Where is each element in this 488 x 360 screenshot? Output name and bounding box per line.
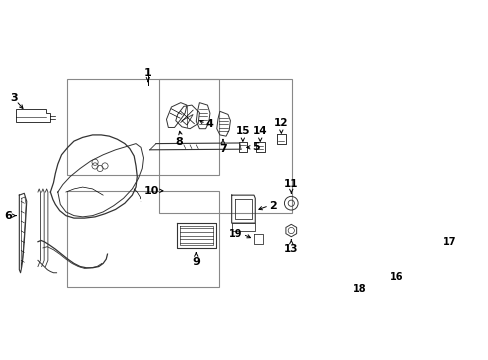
Text: 7: 7 xyxy=(219,144,226,154)
Text: 3: 3 xyxy=(11,93,18,103)
Text: 11: 11 xyxy=(284,179,298,189)
Text: 6: 6 xyxy=(4,211,12,221)
Bar xyxy=(67,191,219,287)
Text: 15: 15 xyxy=(235,126,249,136)
Text: 4: 4 xyxy=(205,119,213,129)
Text: 12: 12 xyxy=(274,118,288,128)
Text: 8: 8 xyxy=(175,138,183,147)
Bar xyxy=(67,79,219,175)
Text: 16: 16 xyxy=(389,271,403,282)
Text: 5: 5 xyxy=(252,142,259,152)
Text: 2: 2 xyxy=(268,201,276,211)
Bar xyxy=(158,79,291,213)
Text: 18: 18 xyxy=(352,284,366,294)
Text: 1: 1 xyxy=(143,68,151,78)
Text: 14: 14 xyxy=(252,126,267,136)
Text: 19: 19 xyxy=(229,229,243,239)
Text: 17: 17 xyxy=(442,237,455,247)
Text: 10: 10 xyxy=(143,186,159,196)
Text: 13: 13 xyxy=(284,244,298,253)
Text: 9: 9 xyxy=(192,257,200,267)
